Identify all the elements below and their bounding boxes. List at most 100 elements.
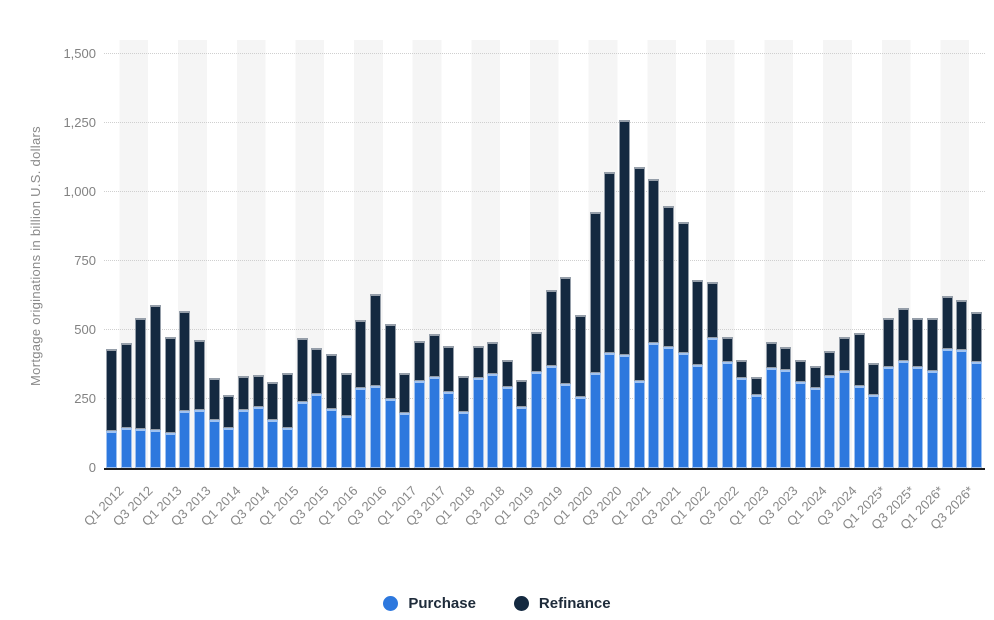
bar-purchase-Q4-2019[interactable] <box>560 384 572 468</box>
bar-purchase-Q3-2013[interactable] <box>193 410 205 468</box>
bar-purchase-Q1-2015[interactable] <box>281 427 293 468</box>
bar-refinance-Q3-2026[interactable] <box>956 299 968 350</box>
bar-purchase-Q2-2017[interactable] <box>413 381 425 468</box>
bar-purchase-Q3-2020[interactable] <box>604 353 616 468</box>
bar-refinance-Q2-2025[interactable] <box>882 318 894 367</box>
bar-refinance-Q3-2018[interactable] <box>487 342 499 374</box>
legend-item-refinance[interactable]: Refinance <box>513 595 611 612</box>
bar-purchase-Q2-2014[interactable] <box>237 410 249 468</box>
bar-refinance-Q2-2026[interactable] <box>941 295 953 350</box>
bar-refinance-Q4-2014[interactable] <box>267 382 279 420</box>
bar-purchase-Q2-2025[interactable] <box>882 366 894 468</box>
bar-refinance-Q3-2023[interactable] <box>780 347 792 371</box>
bar-purchase-Q4-2018[interactable] <box>501 386 513 468</box>
bar-refinance-Q3-2013[interactable] <box>193 339 205 411</box>
bar-purchase-Q1-2016[interactable] <box>340 416 352 468</box>
bar-refinance-Q3-2019[interactable] <box>545 289 557 366</box>
bar-refinance-Q2-2016[interactable] <box>355 319 367 388</box>
bar-refinance-Q3-2012[interactable] <box>135 317 147 430</box>
bar-purchase-Q1-2018[interactable] <box>457 412 469 468</box>
bar-refinance-Q4-2020[interactable] <box>619 119 631 356</box>
bar-refinance-Q1-2017[interactable] <box>399 372 411 414</box>
bar-refinance-Q1-2014[interactable] <box>223 394 235 429</box>
bar-purchase-Q2-2026[interactable] <box>941 349 953 468</box>
bar-refinance-Q1-2024[interactable] <box>809 365 821 388</box>
bar-purchase-Q4-2022[interactable] <box>736 378 748 468</box>
bar-refinance-Q3-2020[interactable] <box>604 172 616 354</box>
bar-purchase-Q1-2021[interactable] <box>633 381 645 468</box>
bar-purchase-Q1-2026[interactable] <box>926 371 938 468</box>
bar-refinance-Q3-2022[interactable] <box>721 336 733 363</box>
bar-purchase-Q1-2025[interactable] <box>868 394 880 468</box>
bar-refinance-Q4-2022[interactable] <box>736 360 748 379</box>
bar-purchase-Q2-2012[interactable] <box>120 428 132 468</box>
bar-refinance-Q2-2021[interactable] <box>648 179 660 343</box>
bar-purchase-Q4-2015[interactable] <box>325 408 337 468</box>
bar-purchase-Q2-2020[interactable] <box>589 373 601 468</box>
bar-purchase-Q3-2023[interactable] <box>780 370 792 468</box>
bar-refinance-Q4-2015[interactable] <box>325 354 337 409</box>
bar-refinance-Q4-2025[interactable] <box>912 318 924 368</box>
bar-refinance-Q2-2015[interactable] <box>296 338 308 402</box>
bar-purchase-Q2-2018[interactable] <box>472 378 484 468</box>
bar-refinance-Q4-2026[interactable] <box>970 311 982 363</box>
bar-purchase-Q3-2012[interactable] <box>135 429 147 468</box>
bar-refinance-Q2-2014[interactable] <box>237 376 249 411</box>
bar-purchase-Q2-2019[interactable] <box>531 372 543 468</box>
bar-purchase-Q2-2023[interactable] <box>765 368 777 468</box>
bar-refinance-Q4-2018[interactable] <box>501 359 513 387</box>
bar-refinance-Q3-2025[interactable] <box>897 307 909 362</box>
bar-purchase-Q1-2023[interactable] <box>751 395 763 468</box>
bar-purchase-Q4-2020[interactable] <box>619 355 631 468</box>
bar-purchase-Q3-2025[interactable] <box>897 361 909 468</box>
bar-purchase-Q1-2020[interactable] <box>575 397 587 468</box>
bar-refinance-Q4-2017[interactable] <box>443 345 455 392</box>
bar-refinance-Q3-2024[interactable] <box>839 337 850 371</box>
bar-purchase-Q1-2013[interactable] <box>164 432 176 468</box>
bar-refinance-Q4-2023[interactable] <box>795 360 807 382</box>
bar-refinance-Q4-2016[interactable] <box>384 323 396 400</box>
bar-purchase-Q1-2017[interactable] <box>399 413 411 468</box>
bar-refinance-Q4-2013[interactable] <box>208 378 220 420</box>
bar-purchase-Q2-2021[interactable] <box>648 342 660 468</box>
bar-refinance-Q1-2012[interactable] <box>106 349 117 432</box>
bar-purchase-Q3-2019[interactable] <box>545 365 557 468</box>
bar-purchase-Q3-2022[interactable] <box>721 362 733 468</box>
bar-refinance-Q1-2021[interactable] <box>633 167 645 382</box>
bar-purchase-Q4-2012[interactable] <box>149 429 161 468</box>
bar-purchase-Q1-2012[interactable] <box>106 431 117 468</box>
bar-refinance-Q1-2026[interactable] <box>926 318 938 372</box>
legend-item-purchase[interactable]: Purchase <box>383 595 476 612</box>
bar-purchase-Q2-2016[interactable] <box>355 387 367 468</box>
bar-refinance-Q2-2022[interactable] <box>707 282 719 339</box>
bar-refinance-Q4-2019[interactable] <box>560 276 572 385</box>
bar-purchase-Q2-2015[interactable] <box>296 401 308 468</box>
bar-purchase-Q1-2019[interactable] <box>516 407 528 468</box>
bar-purchase-Q4-2013[interactable] <box>208 419 220 468</box>
bar-refinance-Q3-2015[interactable] <box>311 347 323 394</box>
bar-purchase-Q4-2021[interactable] <box>677 352 689 468</box>
bar-refinance-Q1-2019[interactable] <box>516 379 528 408</box>
bar-purchase-Q4-2025[interactable] <box>912 367 924 468</box>
bar-purchase-Q3-2026[interactable] <box>956 349 968 468</box>
bar-refinance-Q1-2016[interactable] <box>340 373 352 417</box>
bar-refinance-Q2-2023[interactable] <box>765 341 777 369</box>
bar-purchase-Q4-2017[interactable] <box>443 391 455 468</box>
bar-purchase-Q4-2016[interactable] <box>384 399 396 468</box>
bar-purchase-Q3-2021[interactable] <box>663 346 675 468</box>
bar-purchase-Q2-2022[interactable] <box>707 338 719 468</box>
bar-refinance-Q2-2018[interactable] <box>472 345 484 379</box>
bar-refinance-Q2-2013[interactable] <box>179 311 191 412</box>
bar-refinance-Q2-2019[interactable] <box>531 331 543 373</box>
bar-refinance-Q4-2021[interactable] <box>677 222 689 353</box>
bar-refinance-Q1-2022[interactable] <box>692 280 704 366</box>
bar-purchase-Q4-2023[interactable] <box>795 381 807 468</box>
bar-purchase-Q3-2015[interactable] <box>311 393 323 468</box>
bar-refinance-Q4-2012[interactable] <box>149 305 161 430</box>
bar-refinance-Q2-2012[interactable] <box>120 343 132 429</box>
bar-purchase-Q3-2017[interactable] <box>428 377 440 468</box>
bar-purchase-Q1-2014[interactable] <box>223 428 235 468</box>
bar-refinance-Q2-2024[interactable] <box>824 351 836 377</box>
bar-refinance-Q3-2014[interactable] <box>252 375 264 408</box>
bar-refinance-Q3-2021[interactable] <box>663 205 675 347</box>
